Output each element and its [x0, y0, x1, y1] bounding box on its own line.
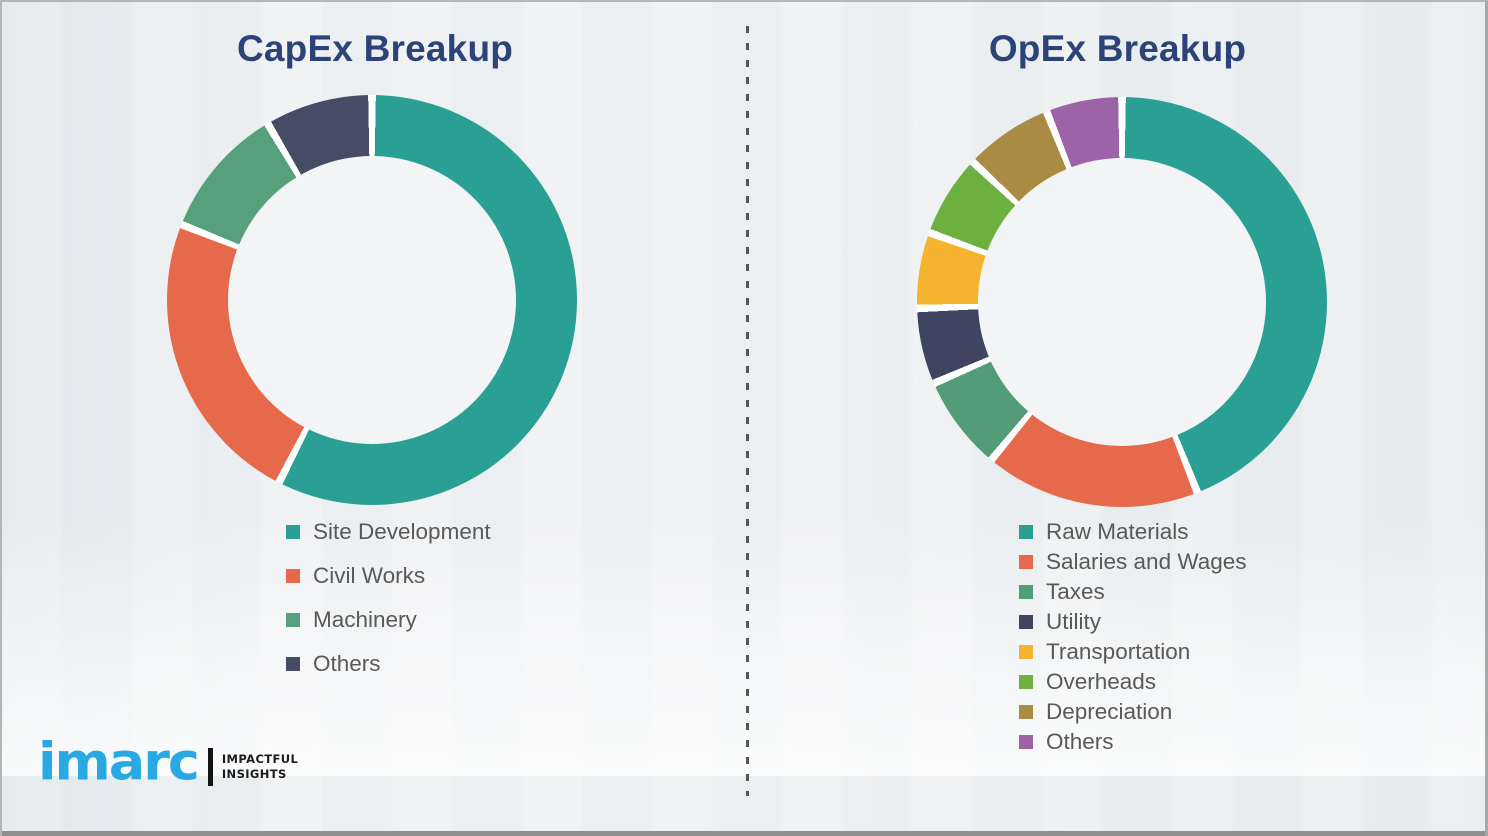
- logo-tagline-line1: IMPACTFUL: [221, 752, 299, 767]
- legend-label-civil-works: Civil Works: [313, 563, 426, 588]
- legend-swatch-capex-others: [286, 657, 300, 671]
- capex-legend: Site Development Civil Works Machinery O…: [286, 510, 491, 686]
- legend-label-utility: Utility: [1046, 609, 1101, 634]
- logo-tagline: IMPACTFUL INSIGHTS: [222, 752, 298, 782]
- legend-label-machinery: Machinery: [313, 607, 417, 632]
- screenshot-bottom-border: [2, 831, 1485, 836]
- legend-swatch-civil-works: [286, 569, 300, 583]
- legend-item-utility: Utility: [1019, 607, 1247, 637]
- legend-item-capex-others: Others: [286, 642, 491, 686]
- legend-item-taxes: Taxes: [1019, 577, 1247, 607]
- imarc-logo: imarc IMPACTFUL INSIGHTS: [38, 735, 298, 789]
- legend-item-opex-others: Others: [1019, 727, 1247, 757]
- capex-donut-chart: [167, 95, 577, 505]
- legend-swatch-salaries-and-wages: [1019, 555, 1033, 569]
- legend-label-taxes: Taxes: [1046, 579, 1105, 604]
- legend-swatch-depreciation: [1019, 705, 1033, 719]
- legend-item-civil-works: Civil Works: [286, 554, 491, 598]
- legend-swatch-transportation: [1019, 645, 1033, 659]
- legend-label-opex-others: Others: [1046, 729, 1114, 754]
- legend-label-capex-others: Others: [313, 651, 381, 676]
- legend-swatch-overheads: [1019, 675, 1033, 689]
- logo-tagline-line2: INSIGHTS: [221, 767, 287, 781]
- legend-label-raw-materials: Raw Materials: [1046, 519, 1189, 544]
- legend-item-site-development: Site Development: [286, 510, 491, 554]
- legend-swatch-opex-others: [1019, 735, 1033, 749]
- opex-chart-title: OpEx Breakup: [988, 28, 1247, 69]
- legend-label-depreciation: Depreciation: [1046, 699, 1173, 724]
- legend-label-salaries-and-wages: Salaries and Wages: [1046, 549, 1247, 574]
- logo-divider-bar: [207, 748, 213, 786]
- legend-swatch-site-development: [286, 525, 300, 539]
- opex-donut-hole: [978, 158, 1266, 446]
- legend-item-overheads: Overheads: [1019, 667, 1247, 697]
- legend-label-transportation: Transportation: [1046, 639, 1191, 664]
- legend-item-machinery: Machinery: [286, 598, 491, 642]
- legend-swatch-raw-materials: [1019, 525, 1033, 539]
- legend-swatch-taxes: [1019, 585, 1033, 599]
- capex-chart-title: CapEx Breakup: [236, 28, 514, 69]
- legend-item-salaries-and-wages: Salaries and Wages: [1019, 547, 1247, 577]
- legend-item-raw-materials: Raw Materials: [1019, 517, 1247, 547]
- legend-label-overheads: Overheads: [1046, 669, 1157, 694]
- opex-legend: Raw Materials Salaries and Wages Taxes U…: [1019, 517, 1247, 757]
- opex-donut-chart: [917, 97, 1327, 507]
- legend-swatch-machinery: [286, 613, 300, 627]
- legend-label-site-development: Site Development: [313, 519, 491, 544]
- legend-item-transportation: Transportation: [1019, 637, 1247, 667]
- legend-item-depreciation: Depreciation: [1019, 697, 1247, 727]
- legend-swatch-utility: [1019, 615, 1033, 629]
- dashed-vertical-divider: [746, 26, 749, 796]
- capex-donut-hole: [228, 156, 516, 444]
- imarc-logo-wordmark: imarc: [38, 731, 200, 792]
